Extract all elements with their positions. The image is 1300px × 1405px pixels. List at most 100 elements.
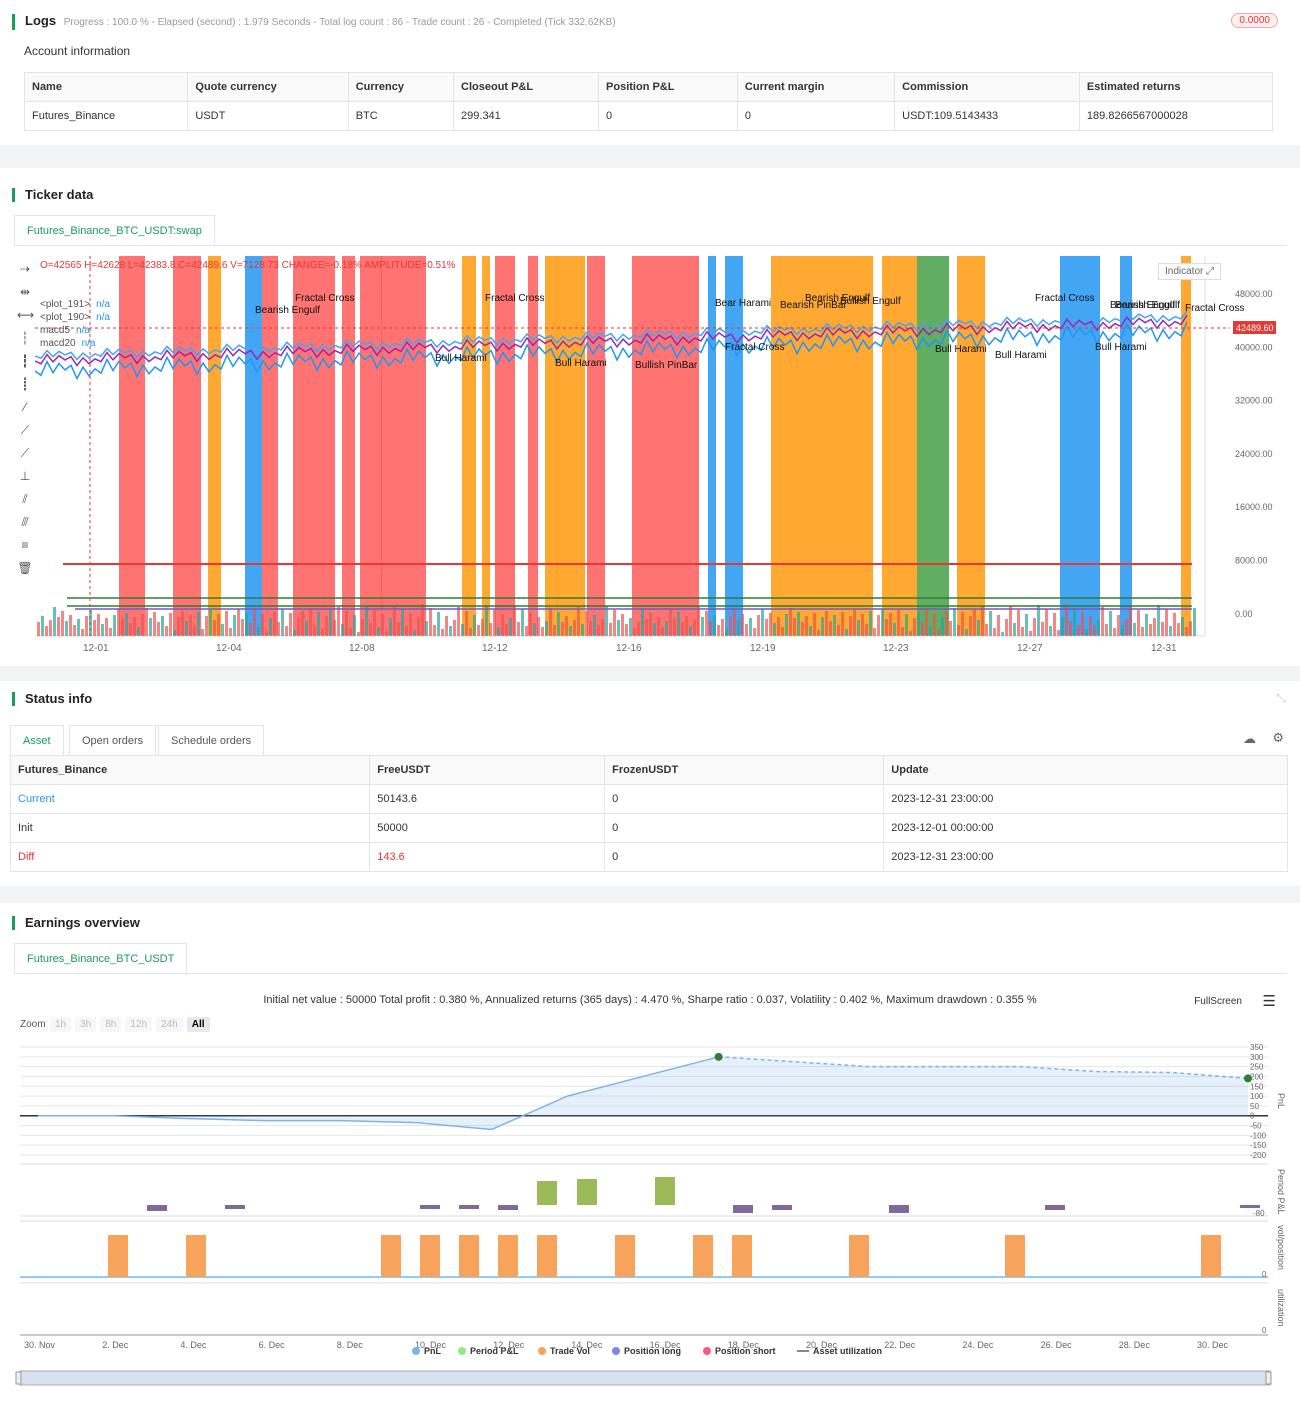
legend-item[interactable]: Position short bbox=[715, 1346, 776, 1356]
volume-bar bbox=[741, 614, 744, 636]
asset-cell: Diff bbox=[9, 842, 371, 872]
legend-marker bbox=[612, 1347, 620, 1355]
account-cell: 189.8266567000028 bbox=[1078, 101, 1274, 131]
price-line-blue bbox=[35, 321, 1188, 381]
volume-bar bbox=[517, 622, 520, 636]
settings-gear-icon[interactable]: ⚙ bbox=[1272, 730, 1284, 745]
legend-item[interactable]: Asset utilization bbox=[813, 1346, 882, 1356]
volume-bar bbox=[441, 629, 444, 636]
volume-bar bbox=[817, 630, 820, 636]
volume-bar bbox=[221, 624, 224, 636]
legend-item[interactable]: Period P&L bbox=[470, 1346, 519, 1356]
legend-item[interactable]: Trade Vol bbox=[550, 1346, 590, 1356]
volume-bar bbox=[861, 614, 864, 636]
horizontal-line-icon[interactable]: ⟷ bbox=[17, 308, 35, 322]
tab-schedule-orders[interactable]: Schedule orders bbox=[158, 725, 265, 755]
volume-bar bbox=[153, 612, 156, 636]
volume-bar bbox=[229, 628, 232, 636]
crosshair-icon[interactable]: ⇹ bbox=[19, 285, 31, 299]
legend-item[interactable]: Position long bbox=[624, 1346, 681, 1356]
fullscreen-button[interactable]: FullScreen bbox=[1194, 996, 1242, 1007]
trash-icon[interactable]: 🗑 bbox=[17, 561, 33, 575]
volume-bar bbox=[93, 620, 96, 636]
cursor-icon[interactable]: ⇢ bbox=[19, 262, 31, 276]
zoom-1h[interactable]: 1h bbox=[50, 1017, 72, 1032]
ray-icon[interactable]: ┇ bbox=[21, 354, 29, 368]
volume-bar bbox=[185, 621, 188, 636]
pnl-line bbox=[38, 1056, 719, 1131]
earnings-chart[interactable]: 350300250200150100500-50-100-150-200PnL-… bbox=[0, 1033, 1300, 1405]
volume-bar bbox=[989, 611, 992, 636]
trend-line-icon[interactable]: ⁄ bbox=[23, 400, 26, 414]
price-axis-tick: 0.00 bbox=[1235, 609, 1253, 619]
pattern-label: Fractal Cross bbox=[485, 293, 544, 304]
cloud-download-icon[interactable]: ☁ bbox=[1243, 731, 1256, 746]
fib-icon[interactable]: ⊥ bbox=[19, 469, 31, 483]
volume-bar bbox=[993, 628, 996, 636]
volume-bar bbox=[1169, 626, 1172, 636]
legend-item[interactable]: PnL bbox=[424, 1346, 442, 1356]
asset-col-header: FrozenUSDT bbox=[604, 755, 885, 785]
zoom-3h[interactable]: 3h bbox=[75, 1017, 97, 1032]
volume-bar bbox=[65, 621, 68, 636]
volume-bar bbox=[225, 611, 228, 636]
arrow-line-icon[interactable]: ⟋ bbox=[20, 446, 30, 460]
time-axis-tick: 12-27 bbox=[1017, 643, 1043, 654]
collapse-icon[interactable]: ⤡ bbox=[1276, 691, 1286, 705]
navigator-range[interactable] bbox=[19, 1370, 1271, 1386]
last-price-tag bbox=[1233, 321, 1276, 334]
asset-cell: 2023-12-31 23:00:00 bbox=[883, 784, 1288, 814]
volume-bar bbox=[981, 607, 984, 636]
legend-name: <plot_190> bbox=[40, 312, 91, 323]
tab-earnings-symbol[interactable]: Futures_Binance_BTC_USDT bbox=[14, 943, 188, 973]
pnl-end-marker bbox=[1244, 1074, 1252, 1083]
zoom-8h[interactable]: 8h bbox=[100, 1017, 122, 1032]
volume-bar bbox=[81, 629, 84, 636]
volume-bar bbox=[677, 612, 680, 636]
volume-bar bbox=[777, 617, 780, 636]
tab-ticker-symbol[interactable]: Futures_Binance_BTC_USDT:swap bbox=[14, 215, 215, 245]
zoom-All[interactable]: All bbox=[186, 1017, 210, 1032]
signal-band bbox=[262, 256, 278, 636]
volume-bar bbox=[361, 619, 364, 636]
zoom-options: 1h 3h 8h 12h 24h All bbox=[50, 1016, 214, 1032]
volume-bar bbox=[1117, 615, 1120, 636]
navigator-handle-left[interactable] bbox=[15, 1371, 22, 1385]
text-tool-icon[interactable]: ≡ bbox=[21, 538, 29, 552]
parallel-icon[interactable]: ┋ bbox=[21, 377, 29, 391]
volume-bar bbox=[541, 627, 544, 636]
volume-bar bbox=[277, 622, 280, 636]
earnings-x-tick: 24. Dec bbox=[962, 1340, 994, 1350]
ruler-icon[interactable]: ⟋ bbox=[20, 423, 30, 437]
channel-icon[interactable]: ⫽ bbox=[22, 492, 28, 506]
indicator-button[interactable]: Indicator ⤢ bbox=[1158, 263, 1222, 280]
volume-bar bbox=[897, 610, 900, 636]
navigator-handle-right[interactable] bbox=[1265, 1371, 1272, 1385]
volume-bar bbox=[317, 612, 320, 636]
trade-vol-bar bbox=[732, 1235, 752, 1277]
volume-bar bbox=[169, 613, 172, 636]
menu-icon[interactable]: ☰ bbox=[1262, 993, 1276, 1010]
zoom-24h[interactable]: 24h bbox=[156, 1017, 183, 1032]
volume-bar bbox=[1061, 617, 1064, 636]
volume-bar bbox=[477, 625, 480, 636]
vertical-line-icon[interactable]: ┆ bbox=[21, 331, 29, 345]
volume-bar bbox=[1141, 627, 1144, 636]
logs-title: Logs Progress : 100.0 % - Elapsed (secon… bbox=[12, 14, 616, 30]
legend-row: macd5 n/a bbox=[40, 324, 110, 337]
trade-vol-bar bbox=[459, 1235, 479, 1277]
volume-bar bbox=[1161, 622, 1164, 636]
tab-asset[interactable]: Asset bbox=[10, 725, 64, 755]
indicator-legend: <plot_191> n/a <plot_190> n/a macd5 n/a macd20… bbox=[40, 298, 110, 350]
candlestick-chart[interactable]: 48000.00 40000.00 32000.00 24000.00 16000.00… bbox=[35, 256, 1285, 656]
volume-bar bbox=[369, 623, 372, 636]
ticker-panel: Ticker data Futures_Binance_BTC_USDT:swa… bbox=[0, 168, 1300, 666]
pitchfork-icon[interactable]: ⫻ bbox=[21, 515, 29, 529]
zoom-12h[interactable]: 12h bbox=[125, 1017, 153, 1032]
trade-vol-bar bbox=[186, 1235, 206, 1277]
expand-icon: ⤢ bbox=[1206, 266, 1215, 277]
tab-open-orders[interactable]: Open orders bbox=[69, 725, 157, 755]
volume-bar bbox=[997, 615, 1000, 636]
volume-bar bbox=[693, 620, 696, 636]
volume-bar bbox=[105, 618, 108, 636]
